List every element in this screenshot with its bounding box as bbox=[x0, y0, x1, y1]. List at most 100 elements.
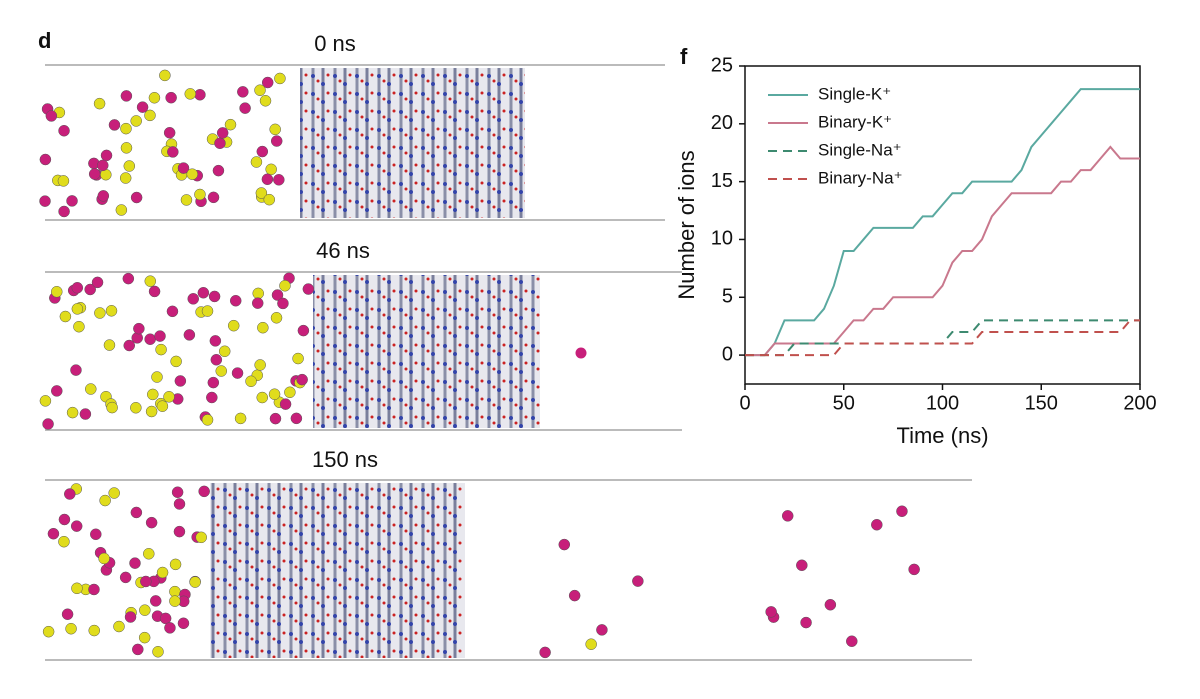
ion bbox=[239, 102, 251, 114]
ion bbox=[61, 608, 74, 620]
ion bbox=[201, 414, 214, 426]
ion bbox=[255, 187, 268, 199]
ion bbox=[93, 97, 106, 110]
ion bbox=[70, 364, 82, 376]
ion bbox=[149, 595, 162, 607]
ion bbox=[159, 612, 172, 625]
snapshot bbox=[45, 479, 972, 661]
ion bbox=[71, 282, 84, 294]
ion bbox=[144, 333, 156, 345]
ion bbox=[270, 135, 283, 147]
ion bbox=[896, 505, 908, 518]
ion bbox=[256, 391, 268, 404]
ion bbox=[252, 287, 264, 300]
snapshot bbox=[45, 271, 682, 431]
ion bbox=[765, 606, 777, 618]
ion bbox=[84, 283, 96, 296]
ion bbox=[123, 339, 136, 352]
ion bbox=[39, 153, 52, 166]
legend-label: Single-Na⁺ bbox=[818, 140, 902, 159]
ion bbox=[71, 582, 83, 595]
ion bbox=[100, 149, 113, 162]
ion bbox=[290, 412, 303, 425]
snapshot bbox=[45, 64, 665, 221]
ion bbox=[237, 86, 249, 98]
ion bbox=[156, 566, 169, 579]
ion bbox=[194, 188, 206, 201]
ion bbox=[165, 91, 177, 104]
ion bbox=[123, 160, 136, 172]
ion bbox=[144, 109, 156, 122]
ion bbox=[186, 168, 199, 180]
ion bbox=[194, 89, 206, 101]
ion bbox=[167, 146, 179, 158]
ion bbox=[64, 488, 76, 500]
ion bbox=[177, 162, 190, 174]
ion bbox=[98, 552, 110, 565]
ion bbox=[136, 101, 149, 113]
ion bbox=[88, 168, 101, 180]
ion bbox=[227, 319, 240, 332]
ion bbox=[70, 520, 83, 532]
snapshot-time: 46 ns bbox=[316, 238, 370, 263]
ion bbox=[234, 412, 247, 425]
y-tick-label: 5 bbox=[722, 286, 733, 308]
series-line bbox=[745, 145, 1140, 357]
ion bbox=[209, 335, 222, 347]
ion bbox=[198, 485, 210, 498]
ion bbox=[273, 174, 285, 186]
ion bbox=[103, 339, 116, 351]
ion bbox=[120, 122, 132, 135]
ion bbox=[177, 617, 190, 630]
ion bbox=[115, 204, 128, 216]
ion bbox=[90, 528, 102, 541]
ion bbox=[201, 305, 214, 317]
ion bbox=[279, 280, 291, 292]
ion bbox=[130, 401, 142, 414]
ion bbox=[94, 307, 106, 319]
ion bbox=[129, 557, 141, 569]
ion bbox=[277, 297, 289, 310]
ion bbox=[73, 320, 85, 333]
ion bbox=[159, 69, 171, 82]
ion bbox=[292, 352, 304, 365]
ion bbox=[206, 391, 218, 404]
ion bbox=[846, 635, 858, 647]
ion bbox=[284, 386, 296, 399]
ion bbox=[170, 355, 182, 368]
ion bbox=[259, 95, 272, 107]
ion bbox=[57, 175, 70, 187]
ion bbox=[274, 72, 286, 85]
ion bbox=[171, 486, 184, 498]
ion bbox=[156, 400, 169, 412]
ion bbox=[85, 383, 97, 395]
ion bbox=[596, 624, 608, 636]
ion bbox=[130, 115, 142, 127]
ion bbox=[124, 611, 137, 623]
ion bbox=[800, 616, 812, 629]
ion bbox=[58, 513, 71, 526]
ion bbox=[133, 322, 145, 335]
ion bbox=[263, 193, 276, 206]
ion bbox=[261, 76, 274, 89]
ion bbox=[187, 293, 199, 305]
ion bbox=[212, 164, 225, 177]
ion bbox=[113, 620, 125, 633]
ion bbox=[66, 195, 78, 207]
ion bbox=[197, 286, 210, 299]
ion bbox=[575, 347, 587, 359]
ion bbox=[269, 412, 282, 425]
ion bbox=[208, 290, 221, 303]
ion bbox=[180, 194, 193, 206]
x-tick-label: 150 bbox=[1025, 392, 1058, 414]
ions bbox=[39, 69, 920, 659]
legend-label: Binary-Na⁺ bbox=[818, 168, 903, 187]
y-tick-label: 10 bbox=[711, 228, 733, 250]
ion bbox=[145, 405, 158, 418]
ion bbox=[119, 571, 132, 584]
ion bbox=[539, 646, 551, 659]
ion bbox=[51, 285, 63, 298]
y-axis-title: Number of ions bbox=[674, 150, 699, 299]
ion bbox=[781, 510, 794, 522]
